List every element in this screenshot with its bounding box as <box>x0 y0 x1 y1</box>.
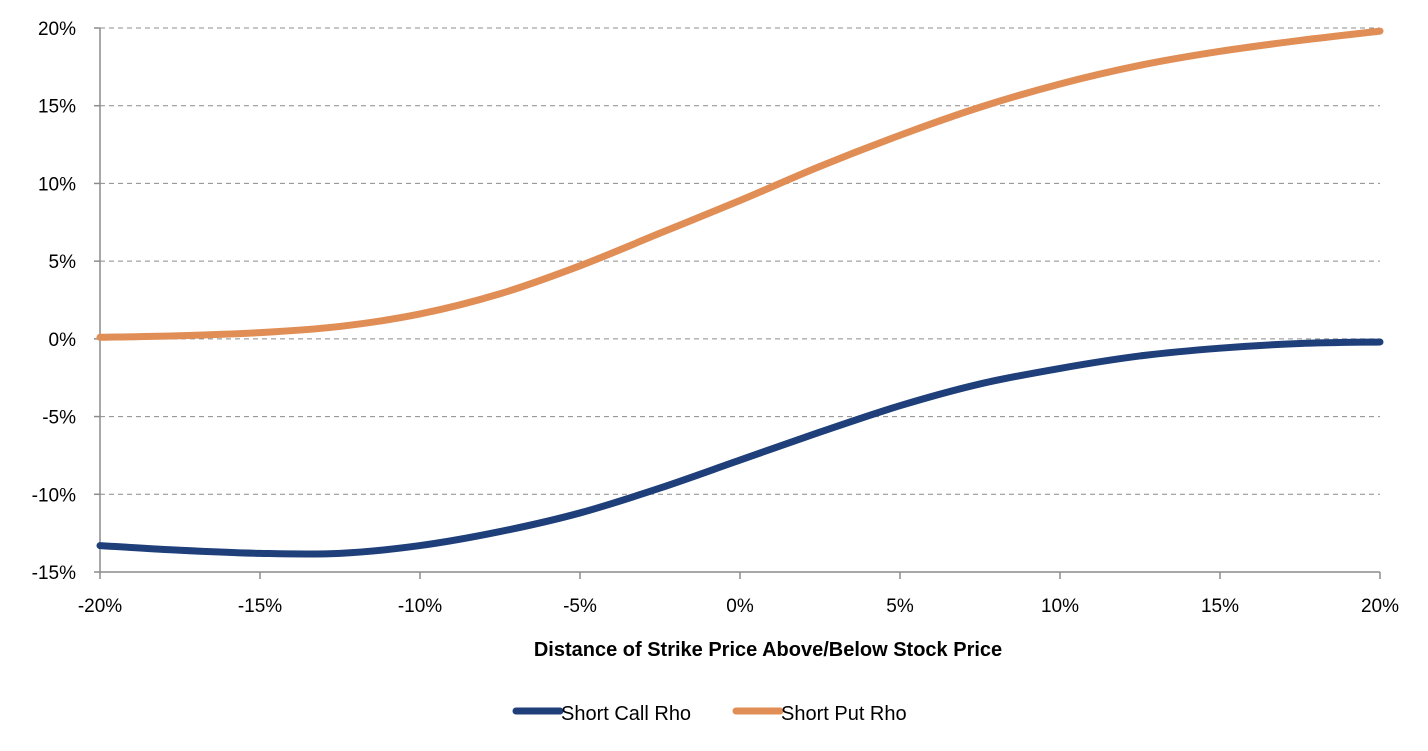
legend-item-short-call-rho: Short Call Rho <box>512 703 691 725</box>
tick-labels: -15%-10%-5%0%5%10%15%20%-20% -15% -10% -5% 0… <box>32 19 1399 617</box>
x-tick-label: -5% <box>563 596 597 617</box>
x-tick-label: 5% <box>886 596 914 617</box>
x-tick-label: 10% <box>1041 596 1079 617</box>
series-lines <box>96 27 1384 558</box>
legend: Short Call Rho Short Put Rho <box>512 703 907 725</box>
y-tick-label: -5% <box>42 408 76 429</box>
y-tick-label: 10% <box>38 174 76 195</box>
x-tick-label: -15% <box>238 596 282 617</box>
x-tick-label: 20% <box>1361 596 1399 617</box>
y-tick-label: 0% <box>49 330 77 351</box>
series-line-short-call-rho <box>96 338 1384 558</box>
y-tick-label: 5% <box>49 252 77 273</box>
x-tick-label: -10% <box>398 596 442 617</box>
x-tick-label: 0% <box>726 596 754 617</box>
legend-item-short-put-rho: Short Put Rho <box>732 703 907 725</box>
x-tick-label: 15% <box>1201 596 1239 617</box>
y-tick-label: 20% <box>38 19 76 40</box>
legend-label: Short Put Rho <box>781 703 907 725</box>
series-line-short-put-rho <box>96 27 1384 341</box>
y-tick-label: -10% <box>32 485 76 506</box>
x-axis-title: Distance of Strike Price Above/Below Sto… <box>534 639 1002 661</box>
y-tick-label: -15% <box>32 563 76 584</box>
y-tick-label: 15% <box>38 97 76 118</box>
x-tick-label: -20% <box>78 596 122 617</box>
legend-label: Short Call Rho <box>561 703 691 725</box>
axes <box>94 27 1381 579</box>
gridlines <box>100 27 1380 495</box>
